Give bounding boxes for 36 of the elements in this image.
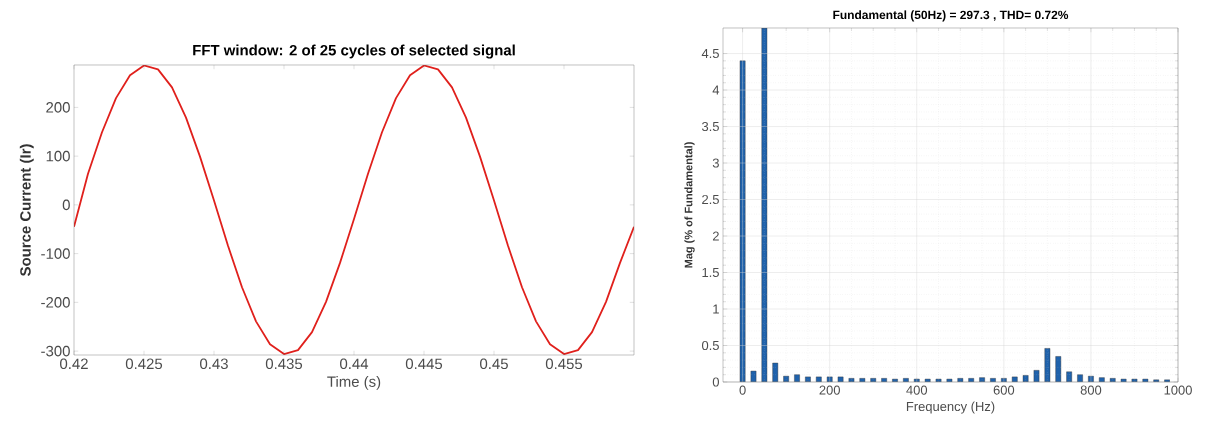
x-tick-label: 0.42: [60, 358, 88, 370]
x-tick-label: 0.455: [545, 358, 583, 370]
chart-title: Fundamental (50Hz) = 297.3 , THD= 0.72%: [833, 10, 1069, 22]
x-tick-label: 0: [739, 385, 746, 395]
x-tick-label: 0.44: [340, 358, 369, 370]
x-tick-label: 400: [906, 385, 928, 395]
x-tick-label: 600: [993, 385, 1015, 395]
y-tick-label: 3: [712, 158, 719, 168]
chart-title: FFT window: 2 of 25 cycles of selected signal: [193, 44, 515, 59]
x-tick-label: 0.43: [200, 358, 228, 370]
y-tick-label: 2: [712, 231, 719, 241]
y-tick-label: 0: [712, 377, 719, 387]
y-tick-label: 1.5: [702, 268, 719, 278]
y-tick-label: -300: [41, 345, 70, 357]
x-tick-label: 0.45: [480, 358, 508, 370]
y-tick-label: 4.5: [701, 49, 719, 59]
x-tick-label: 0.445: [405, 358, 443, 370]
x-tick-label: 800: [1080, 385, 1102, 395]
x-tick-label: 0.435: [265, 358, 303, 370]
y-tick-label: -200: [41, 297, 70, 308]
y-tick-label: 3.5: [701, 121, 719, 132]
y-tick-label: 0: [62, 199, 70, 211]
y-tick-label: 100: [46, 150, 70, 162]
y-tick-label: -100: [41, 248, 70, 259]
x-tick-label: 1000: [1164, 385, 1192, 395]
x-tick-label: 200: [819, 385, 840, 395]
y-axis-title: Mag (% of Fundamental): [684, 142, 695, 268]
x-axis-title: Frequency (Hz): [906, 401, 995, 414]
y-tick-label: 2.5: [702, 194, 719, 205]
y-tick-label: 200: [46, 102, 70, 113]
x-axis-title: Time (s): [327, 375, 381, 390]
y-axis-title: Source Current (Ir): [19, 144, 34, 276]
y-tick-label: 0.5: [701, 340, 719, 351]
y-tick-label: 1: [713, 304, 719, 314]
y-tick-label: 4: [712, 85, 720, 95]
x-tick-label: 0.425: [125, 358, 163, 370]
